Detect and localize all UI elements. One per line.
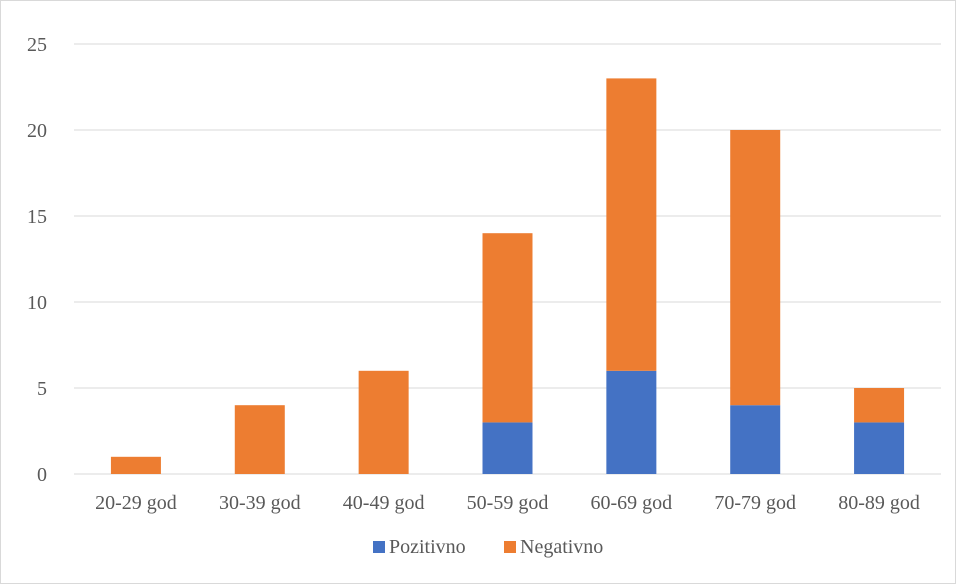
bar-negativno-5 [730, 130, 781, 406]
x-tick-label: 40-49 god [343, 492, 425, 514]
x-tick-label: 50-59 god [467, 492, 549, 514]
legend-swatch-pozitivno [373, 541, 385, 553]
y-tick-label: 5 [37, 378, 47, 400]
legend-label-negativno: Negativno [520, 536, 603, 558]
x-tick-label: 80-89 god [838, 492, 920, 514]
bar-negativno-1 [234, 405, 285, 474]
bars [110, 78, 905, 474]
y-tick-label: 15 [27, 206, 47, 228]
bar-negativno-3 [482, 233, 533, 423]
y-axis-ticks: 0 5 10 15 20 25 [27, 34, 47, 486]
y-tick-label: 20 [27, 120, 47, 142]
legend: Pozitivno Negativno [373, 536, 603, 558]
x-axis-ticks: 20-29 god 30-39 god 40-49 god 50-59 god 60-6… [95, 492, 920, 514]
bar-negativno-4 [606, 78, 657, 371]
legend-label-pozitivno: Pozitivno [389, 536, 466, 558]
bar-pozitivno-3 [482, 422, 533, 474]
x-tick-label: 70-79 god [714, 492, 796, 514]
x-tick-label: 60-69 god [591, 492, 673, 514]
bar-negativno-0 [110, 456, 161, 474]
y-tick-label: 0 [37, 464, 47, 486]
bar-pozitivno-4 [606, 370, 657, 474]
y-tick-label: 10 [27, 292, 47, 314]
bar-pozitivno-6 [854, 422, 905, 474]
x-tick-label: 30-39 god [219, 492, 301, 514]
bar-negativno-2 [358, 370, 409, 474]
y-tick-label: 25 [27, 34, 47, 56]
bar-negativno-6 [854, 388, 905, 423]
x-tick-label: 20-29 god [95, 492, 177, 514]
bar-pozitivno-5 [730, 405, 781, 474]
legend-swatch-negativno [504, 541, 516, 553]
